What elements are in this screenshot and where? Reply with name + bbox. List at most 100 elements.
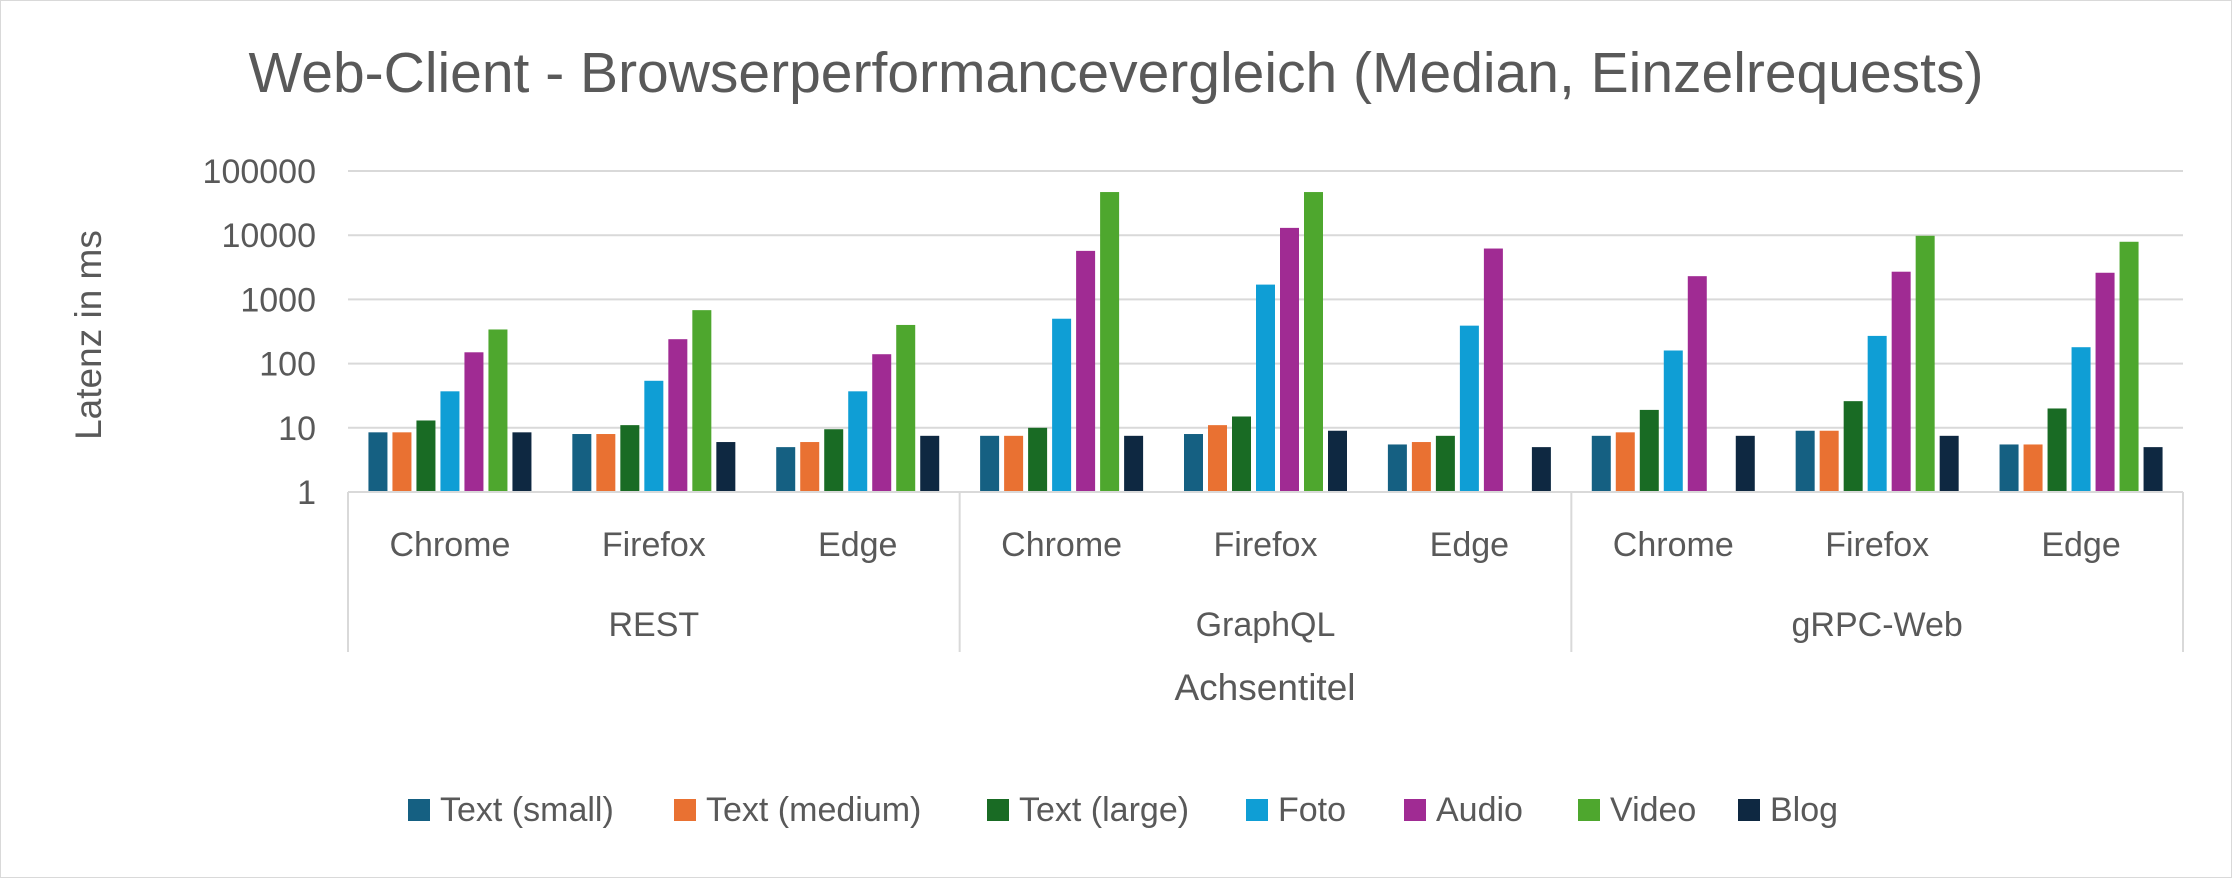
y-axis-title: Latenz in ms <box>68 230 109 440</box>
bar <box>1639 409 1659 492</box>
bar <box>2143 447 2163 492</box>
bar <box>368 432 388 492</box>
bar <box>1843 401 1863 492</box>
bar <box>596 434 616 492</box>
bar <box>1999 444 2019 492</box>
bar <box>1687 276 1707 492</box>
x-axis-title: Achsentitel <box>1175 667 1356 708</box>
bar <box>1004 435 1024 492</box>
bar <box>1795 430 1815 492</box>
bar <box>1819 430 1839 492</box>
legend-swatch <box>674 799 696 821</box>
bar <box>1615 432 1635 492</box>
bar <box>440 391 460 492</box>
category-label: Edge <box>818 526 897 564</box>
y-tick-labels: 1 10 100 1000 10000 100000 <box>203 153 316 512</box>
bar <box>716 442 736 492</box>
legend-label: Blog <box>1770 791 1838 829</box>
legend-label: Foto <box>1278 791 1346 829</box>
bar <box>392 432 412 492</box>
bar <box>1232 416 1251 492</box>
category-label: Edge <box>1430 526 1509 564</box>
bar <box>1028 427 1048 492</box>
bar <box>1531 447 1551 492</box>
category-axis: Chrome Firefox Edge Chrome Firefox Edge Chrome… <box>347 491 2184 652</box>
group-label: gRPC-Web <box>1792 606 1963 644</box>
legend-label: Video <box>1610 791 1696 829</box>
bar <box>1256 284 1275 492</box>
bar <box>800 442 820 492</box>
legend-label: Audio <box>1436 791 1523 829</box>
category-label: Firefox <box>602 526 706 564</box>
legend-label: Text (large) <box>1019 791 1189 829</box>
bar <box>644 380 664 492</box>
bar <box>1076 250 1096 492</box>
bar <box>824 429 844 492</box>
group-label: GraphQL <box>1196 606 1336 644</box>
bar <box>776 447 796 492</box>
group-label: REST <box>608 606 699 644</box>
bars <box>368 192 2163 493</box>
category-label: Chrome <box>1613 526 1734 564</box>
y-tick-label: 10000 <box>221 217 316 255</box>
bar <box>1915 235 1935 492</box>
legend-swatch <box>1738 799 1760 821</box>
bar <box>1483 248 1503 492</box>
bar <box>620 425 640 492</box>
bar <box>692 310 712 492</box>
bar <box>1867 335 1887 492</box>
legend: Text (small) Text (medium) Text (large) Fot… <box>408 791 1838 829</box>
chart-title: Web-Client - Browserperformancevergleich… <box>249 41 1984 105</box>
y-tick-label: 100000 <box>203 153 316 191</box>
bar <box>2119 241 2139 492</box>
bar <box>1387 444 1407 492</box>
bar <box>1435 435 1455 492</box>
bar <box>1208 425 1227 492</box>
legend-swatch <box>408 799 430 821</box>
bar <box>1124 435 1144 492</box>
bar <box>1735 435 1755 492</box>
bar <box>1663 350 1683 492</box>
bar <box>848 391 868 492</box>
bar <box>1100 192 1120 492</box>
bar <box>488 329 508 492</box>
legend-label: Text (small) <box>440 791 614 829</box>
y-tick-label: 1 <box>297 474 316 512</box>
legend-swatch <box>1246 799 1268 821</box>
bar <box>1328 430 1347 492</box>
bar <box>1891 271 1911 492</box>
category-label: Firefox <box>1825 526 1929 564</box>
bar <box>668 339 688 492</box>
category-label: Edge <box>2041 526 2120 564</box>
legend-swatch <box>1404 799 1426 821</box>
bar <box>920 435 940 492</box>
legend-swatch <box>987 799 1009 821</box>
bar <box>1052 318 1072 492</box>
category-label: Chrome <box>1001 526 1122 564</box>
bar <box>1411 442 1431 492</box>
bar <box>1459 325 1479 492</box>
bar <box>1939 435 1959 492</box>
bar <box>896 324 916 492</box>
bar <box>572 434 592 492</box>
bar <box>2023 444 2043 492</box>
bar <box>980 435 1000 492</box>
bar <box>1304 192 1323 492</box>
y-tick-label: 100 <box>259 346 316 384</box>
category-label: Firefox <box>1214 526 1318 564</box>
category-label: Chrome <box>389 526 510 564</box>
bar <box>872 354 892 492</box>
bar <box>2071 347 2091 492</box>
bar <box>1280 227 1299 493</box>
y-tick-label: 1000 <box>240 281 316 319</box>
bar <box>512 432 532 492</box>
bar <box>464 352 484 492</box>
legend-label: Text (medium) <box>706 791 921 829</box>
legend-swatch <box>1578 799 1600 821</box>
bar <box>416 420 436 492</box>
bar <box>1184 434 1203 492</box>
bar <box>2095 272 2115 492</box>
bar <box>2047 408 2067 492</box>
